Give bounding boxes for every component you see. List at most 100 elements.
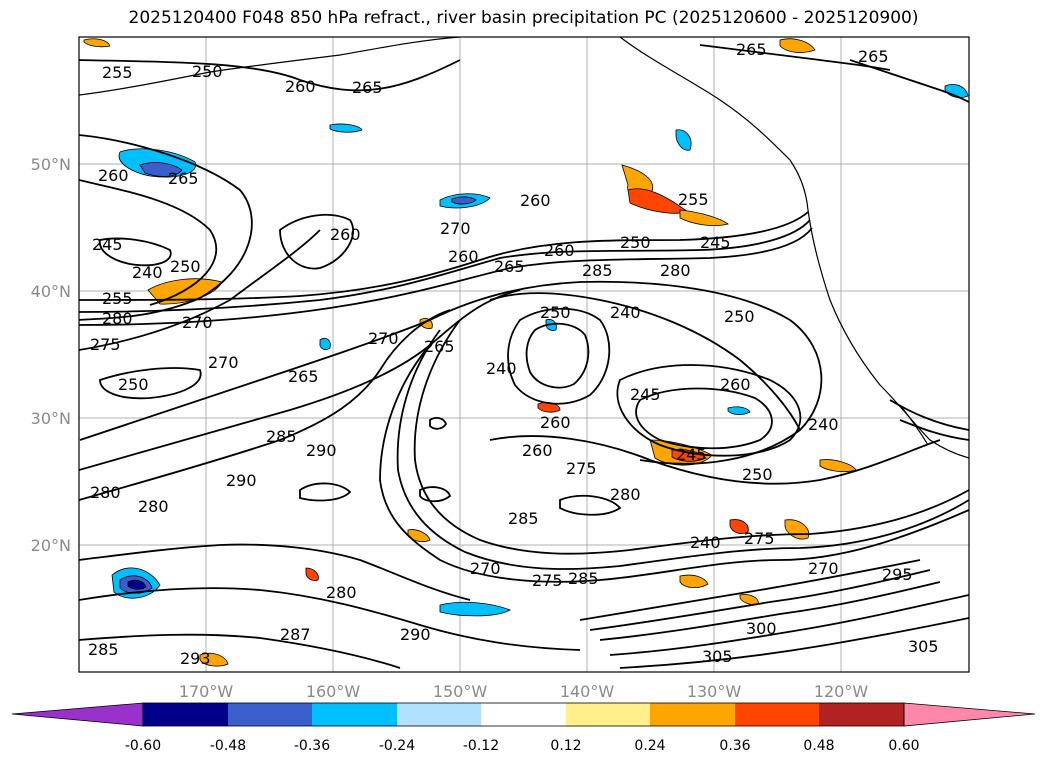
colorbar-tick-label: 0.60: [888, 738, 919, 754]
contour-label: 265: [168, 169, 199, 188]
contour-label: 255: [102, 289, 133, 308]
contour-label: 270: [470, 559, 501, 578]
contour-line: [379, 344, 969, 583]
precip-patch: [671, 449, 707, 462]
precip-patch: [127, 579, 147, 590]
contour-label: 275: [90, 335, 121, 354]
colorbar-tick-label: 0.48: [803, 738, 834, 754]
contour-label: 280: [90, 483, 121, 502]
lon-label: 150°W: [433, 682, 488, 701]
contour-label: 305: [702, 647, 733, 666]
colorbar-tick-label: -0.48: [210, 738, 246, 754]
contour-label: 290: [226, 471, 257, 490]
refractivity-contours: [79, 44, 969, 669]
contour-line: [79, 543, 471, 601]
colorbar-tick-label: -0.60: [125, 738, 161, 754]
coastline-alaska: [79, 37, 461, 96]
colorbar-tick-label: 0.24: [634, 738, 665, 754]
contour-line: [79, 219, 811, 313]
contour-label: 265: [352, 78, 383, 97]
contour-label: 245: [92, 235, 123, 254]
contour-line: [579, 559, 921, 621]
lon-label: 140°W: [560, 682, 615, 701]
colorbar-segment: [143, 703, 228, 726]
contour-label: 240: [132, 263, 163, 282]
contour-label: 293: [180, 649, 211, 668]
contour-label: 250: [724, 307, 755, 326]
colorbar-segment: [650, 703, 735, 726]
contour-line: [525, 322, 590, 389]
contour-label: 240: [610, 303, 641, 322]
precip-patch: [779, 38, 816, 53]
contour-line: [79, 289, 521, 471]
contour-label: 295: [882, 565, 913, 584]
contour-label: 260: [330, 225, 361, 244]
contour-line: [79, 309, 451, 501]
contour-line: [79, 179, 217, 306]
lon-label: 170°W: [179, 682, 234, 701]
contour-line: [589, 569, 931, 631]
lat-label: 20°N: [31, 536, 71, 555]
contour-label: 280: [660, 261, 691, 280]
contour-line: [899, 419, 969, 441]
colorbar-segment: [312, 703, 397, 726]
contour-label: 260: [544, 241, 575, 260]
contour-label: 260: [720, 375, 751, 394]
precip-patch: [319, 338, 331, 351]
contour-line: [889, 399, 969, 431]
contour-label: 265: [288, 367, 319, 386]
colorbar-tick-label: 0.36: [719, 738, 750, 754]
contour-label: 300: [746, 619, 777, 638]
contour-label: 245: [630, 385, 661, 404]
precip-patch: [139, 162, 183, 177]
lat-label: 30°N: [31, 409, 71, 428]
contour-line: [79, 211, 809, 301]
contour-label: 270: [208, 353, 239, 372]
contour-label: 240: [808, 415, 839, 434]
precip-patch: [679, 209, 729, 226]
contour-label: 275: [566, 459, 597, 478]
contour-label: 280: [102, 309, 133, 328]
contour-line: [699, 44, 891, 71]
contour-line: [79, 280, 823, 465]
contour-line: [429, 417, 447, 430]
contour-label: 305: [908, 637, 939, 656]
colorbar-extend-high: [903, 702, 1036, 727]
colorbar-tick-label: -0.36: [294, 738, 330, 754]
contour-label: 285: [508, 509, 539, 528]
precip-patch: [679, 574, 709, 588]
contour-line: [79, 227, 813, 326]
contour-label: 260: [285, 77, 316, 96]
colorbar-tick-label: -0.12: [463, 738, 499, 754]
contour-line: [599, 581, 941, 641]
precip-patch: [199, 652, 229, 667]
contour-label: 270: [440, 219, 471, 238]
contour-label: 280: [138, 497, 169, 516]
contour-line: [507, 307, 611, 405]
contour-label: 240: [486, 359, 517, 378]
coastlines: [79, 37, 969, 459]
contour-label: 250: [170, 257, 201, 276]
longitude-labels: 170°W 160°W 150°W 140°W 130°W 120°W: [179, 682, 869, 701]
precip-patch: [675, 129, 692, 151]
map-panel: 255 250 260 265 265 265 260 265 260 270 …: [78, 36, 970, 673]
contour-label: 265: [858, 47, 889, 66]
colorbar-extend-low: [11, 702, 144, 727]
precip-patch: [439, 601, 511, 617]
contour-label: 285: [88, 640, 119, 659]
contour-label: 260: [520, 191, 551, 210]
contour-label: 260: [98, 166, 129, 185]
contour-label: 250: [620, 233, 651, 252]
contour-line: [619, 617, 969, 669]
precip-patch: [545, 319, 557, 331]
contour-label: 285: [582, 261, 613, 280]
contour-label: 245: [700, 233, 731, 252]
contour-line: [299, 482, 352, 502]
lat-label: 50°N: [31, 155, 71, 174]
contour-label: 265: [494, 257, 525, 276]
precip-patch: [305, 567, 319, 581]
contour-label: 280: [610, 485, 641, 504]
map-title: 2025120400 F048 850 hPa refract., river …: [128, 8, 919, 28]
coastline-us-west: [807, 209, 969, 459]
contour-label: 270: [182, 313, 213, 332]
